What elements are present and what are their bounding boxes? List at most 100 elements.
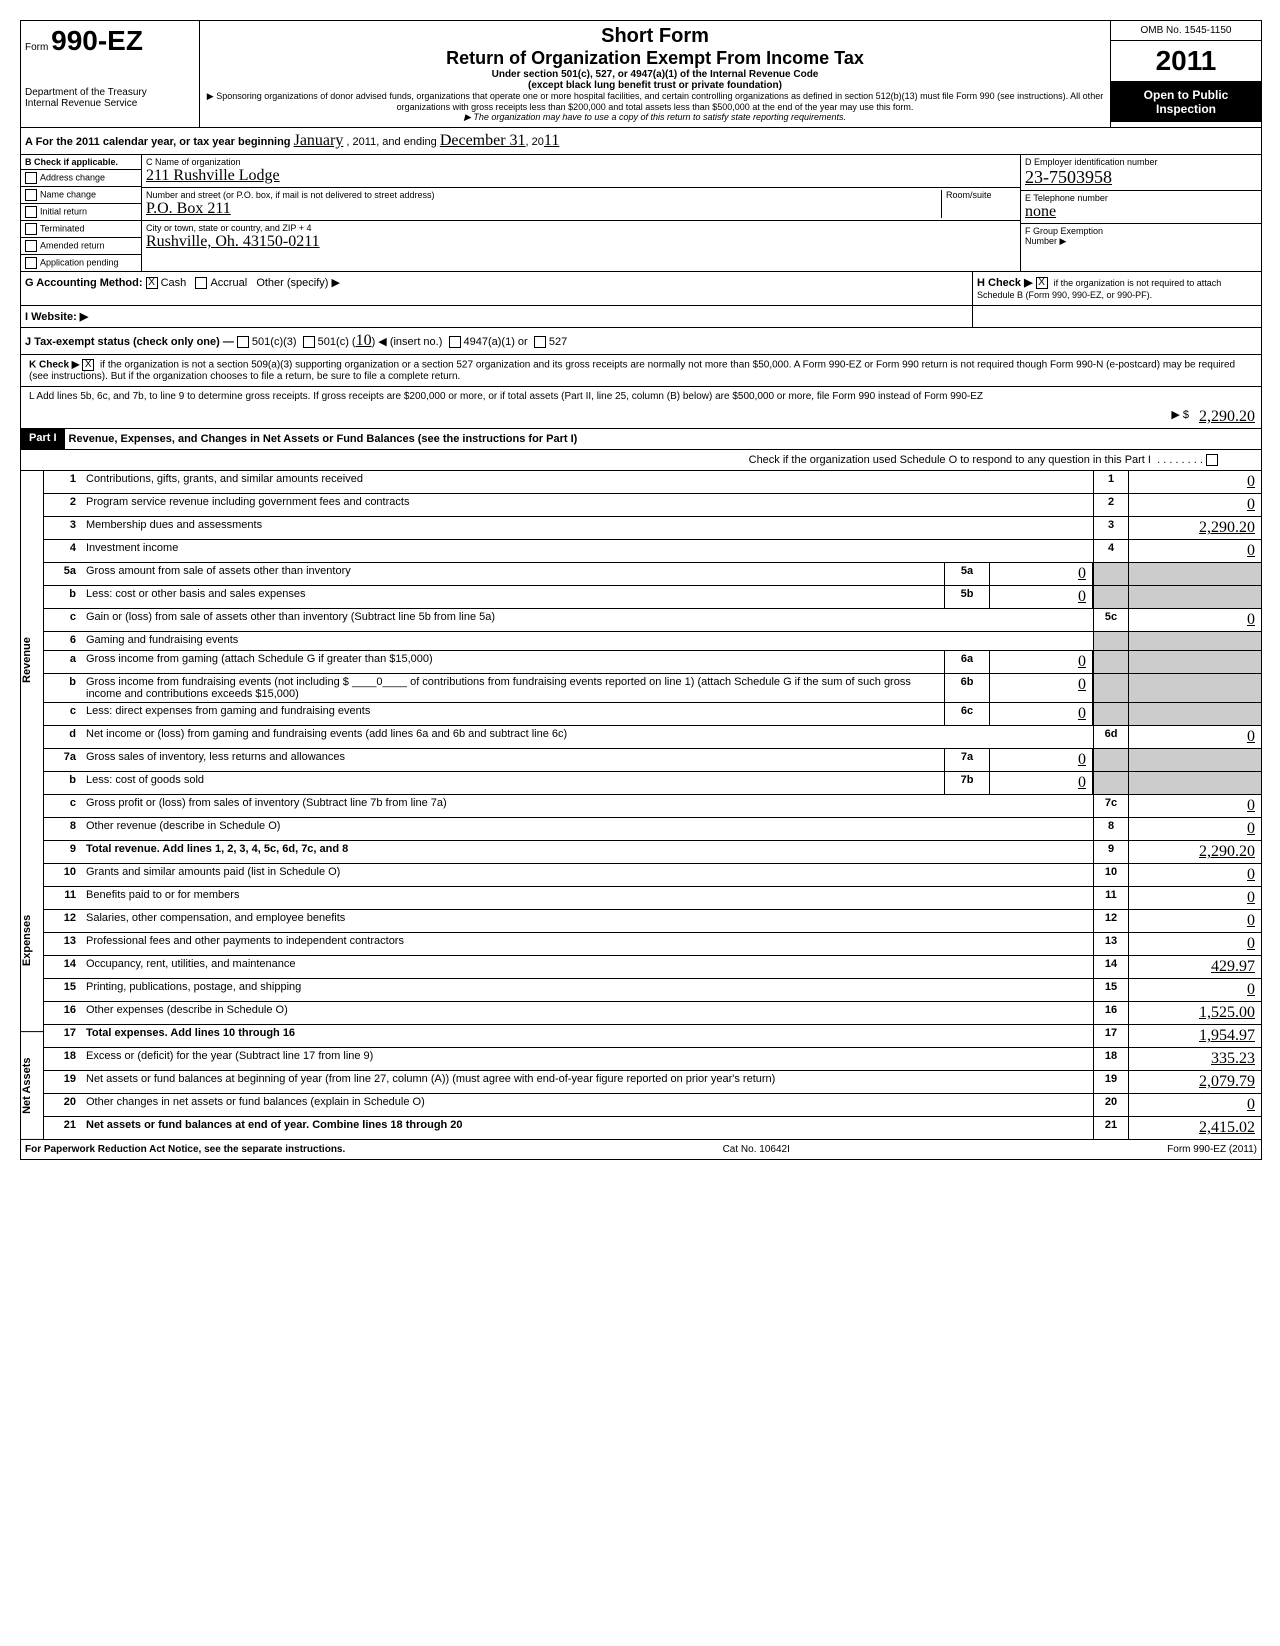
line-desc: Other expenses (describe in Schedule O) — [82, 1002, 1093, 1024]
row-a-label: A For the 2011 calendar year, or tax yea… — [25, 136, 291, 148]
chk-part1-o[interactable] — [1206, 454, 1218, 466]
sub-box: 6b — [944, 674, 990, 702]
line-desc: Investment income — [82, 540, 1093, 562]
form-header: Form 990-EZ Department of the Treasury I… — [21, 21, 1261, 128]
chk-pending[interactable]: Application pending — [21, 255, 141, 271]
chk-4947[interactable] — [449, 336, 461, 348]
line-desc: Gaming and fundraising events — [82, 632, 1093, 650]
line-number: b — [44, 772, 82, 794]
chk-cash[interactable]: X — [146, 277, 158, 289]
sub-val: 0 — [990, 674, 1093, 702]
chk-k[interactable]: X — [82, 359, 94, 371]
line-number: 7a — [44, 749, 82, 771]
line-val: 0 — [1129, 818, 1261, 840]
open-public: Open to Public Inspection — [1111, 82, 1261, 122]
line-desc: Gross profit or (loss) from sales of inv… — [82, 795, 1093, 817]
line-val: 0 — [1129, 494, 1261, 516]
line-number: 17 — [44, 1025, 82, 1047]
line-21: 21Net assets or fund balances at end of … — [44, 1117, 1261, 1140]
line-number: c — [44, 703, 82, 725]
row-k: K Check ▶ X if the organization is not a… — [21, 355, 1261, 387]
shaded-box — [1093, 772, 1129, 794]
chk-accrual[interactable] — [195, 277, 207, 289]
pra-notice: For Paperwork Reduction Act Notice, see … — [25, 1144, 345, 1155]
line-desc: Contributions, gifts, grants, and simila… — [82, 471, 1093, 493]
shaded-val — [1129, 749, 1261, 771]
part1-title: Revenue, Expenses, and Changes in Net As… — [65, 429, 1261, 449]
line-3: 3Membership dues and assessments32,290.2… — [44, 517, 1261, 540]
chk-terminated[interactable]: Terminated — [21, 221, 141, 238]
chk-initial[interactable]: Initial return — [21, 204, 141, 221]
line-2: 2Program service revenue including gover… — [44, 494, 1261, 517]
end-year: 11 — [544, 132, 559, 150]
line-desc: Gross income from fundraising events (no… — [82, 674, 944, 702]
phone-label: E Telephone number — [1025, 193, 1257, 203]
line-box: 16 — [1093, 1002, 1129, 1024]
ein-label: D Employer identification number — [1025, 157, 1257, 167]
chk-address[interactable]: Address change — [21, 170, 141, 187]
line-number: 11 — [44, 887, 82, 909]
side-expenses: Expenses — [21, 850, 43, 1032]
line-4: 4Investment income40 — [44, 540, 1261, 563]
line-val: 429.97 — [1129, 956, 1261, 978]
line-box: 9 — [1093, 841, 1129, 863]
subtitle1: Under section 501(c), 527, or 4947(a)(1)… — [204, 69, 1106, 80]
line-val: 0 — [1129, 471, 1261, 493]
chk-name[interactable]: Name change — [21, 187, 141, 204]
chk-527[interactable] — [534, 336, 546, 348]
line-val: 335.23 — [1129, 1048, 1261, 1070]
line-box: 7c — [1093, 795, 1129, 817]
group-label2: Number ▶ — [1025, 236, 1257, 247]
part1-check: Check if the organization used Schedule … — [21, 450, 1261, 471]
line-b: bLess: cost of goods sold7b0 — [44, 772, 1261, 795]
shaded-val — [1129, 674, 1261, 702]
line-18: 18Excess or (deficit) for the year (Subt… — [44, 1048, 1261, 1071]
line-number: 21 — [44, 1117, 82, 1139]
line-number: 5a — [44, 563, 82, 585]
gross-receipts-val: 2,290.20 — [1199, 408, 1255, 426]
line-desc: Less: cost of goods sold — [82, 772, 944, 794]
sub-val: 0 — [990, 703, 1093, 725]
line-number: 6 — [44, 632, 82, 650]
line-number: 2 — [44, 494, 82, 516]
part1-body: Revenue Expenses Net Assets 1Contributio… — [21, 471, 1261, 1140]
chk-sched-b[interactable]: X — [1036, 277, 1048, 289]
gross-receipts: ▶ $ 2,290.20 — [21, 406, 1261, 429]
line-c: cLess: direct expenses from gaming and f… — [44, 703, 1261, 726]
line-c: cGain or (loss) from sale of assets othe… — [44, 609, 1261, 632]
part1-header: Part I Revenue, Expenses, and Changes in… — [21, 429, 1261, 450]
line-number: b — [44, 586, 82, 608]
line-val: 1,525.00 — [1129, 1002, 1261, 1024]
line-10: 10Grants and similar amounts paid (list … — [44, 864, 1261, 887]
line-val: 0 — [1129, 864, 1261, 886]
sponsoring-note: ▶ Sponsoring organizations of donor advi… — [204, 91, 1106, 112]
line-15: 15Printing, publications, postage, and s… — [44, 979, 1261, 1002]
chk-amended[interactable]: Amended return — [21, 238, 141, 255]
sub-val: 0 — [990, 563, 1093, 585]
line-val: 0 — [1129, 1094, 1261, 1116]
line-number: 20 — [44, 1094, 82, 1116]
line-desc: Total revenue. Add lines 1, 2, 3, 4, 5c,… — [82, 841, 1093, 863]
line-b: bLess: cost or other basis and sales exp… — [44, 586, 1261, 609]
line-box: 10 — [1093, 864, 1129, 886]
chk-501c[interactable] — [303, 336, 315, 348]
line-desc: Less: direct expenses from gaming and fu… — [82, 703, 944, 725]
city-label: City or town, state or country, and ZIP … — [146, 223, 1016, 233]
phone-row: E Telephone number none — [1021, 191, 1261, 224]
line-val: 0 — [1129, 933, 1261, 955]
tax-year: 2011 — [1111, 41, 1261, 82]
sub-box: 7b — [944, 772, 990, 794]
line-box: 12 — [1093, 910, 1129, 932]
sub-val: 0 — [990, 749, 1093, 771]
lines-container: 1Contributions, gifts, grants, and simil… — [44, 471, 1261, 1140]
row-h: H Check ▶ X if the organization is not r… — [973, 272, 1261, 305]
line-number: 14 — [44, 956, 82, 978]
chk-501c3[interactable] — [237, 336, 249, 348]
line-box: 18 — [1093, 1048, 1129, 1070]
line-box: 2 — [1093, 494, 1129, 516]
line-box: 19 — [1093, 1071, 1129, 1093]
line-number: 13 — [44, 933, 82, 955]
omb-number: OMB No. 1545-1150 — [1111, 21, 1261, 41]
shaded-val — [1129, 651, 1261, 673]
line-box: 14 — [1093, 956, 1129, 978]
